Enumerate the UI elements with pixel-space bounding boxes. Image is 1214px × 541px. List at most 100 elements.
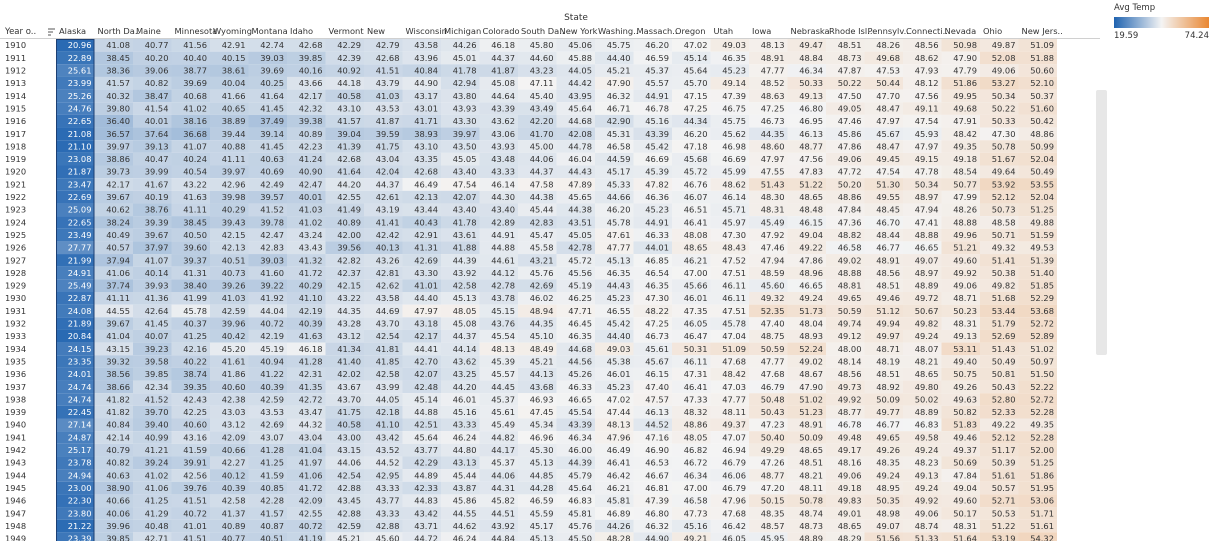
heatmap-cell[interactable]	[479, 89, 519, 103]
heatmap-cell[interactable]	[441, 178, 480, 191]
heatmap-cell[interactable]	[287, 89, 326, 103]
heatmap-cell[interactable]	[556, 241, 596, 255]
heatmap-cell[interactable]	[1018, 165, 1058, 179]
column-header[interactable]: Rhode Isl..	[829, 26, 872, 36]
heatmap-cell[interactable]	[595, 317, 634, 330]
row-header[interactable]: 1913	[5, 78, 26, 88]
heatmap-cell[interactable]	[133, 216, 172, 229]
heatmap-cell[interactable]	[479, 39, 519, 52]
heatmap-cell[interactable]	[133, 456, 172, 470]
row-field-header[interactable]: Year o..	[4, 27, 36, 37]
heatmap-cell[interactable]	[364, 190, 403, 204]
heatmap-cell[interactable]	[402, 304, 442, 318]
heatmap-cell[interactable]	[1018, 304, 1058, 318]
heatmap-cell[interactable]	[94, 190, 134, 204]
heatmap-cell[interactable]	[941, 279, 981, 292]
heatmap-cell[interactable]	[518, 418, 557, 432]
heatmap-cell[interactable]	[633, 254, 673, 267]
heatmap-cell[interactable]	[1018, 216, 1058, 229]
heatmap-cell[interactable]	[595, 76, 634, 90]
row-header[interactable]: 1940	[5, 420, 26, 430]
heatmap-cell[interactable]	[364, 355, 403, 368]
heatmap-cell[interactable]	[826, 317, 865, 330]
heatmap-cell[interactable]	[94, 355, 134, 368]
heatmap-cell[interactable]	[672, 216, 711, 229]
heatmap-cell[interactable]	[402, 317, 442, 330]
heatmap-cell[interactable]	[56, 114, 95, 128]
heatmap-cell[interactable]	[903, 355, 942, 368]
heatmap-cell[interactable]	[518, 216, 557, 229]
heatmap-cell[interactable]	[287, 431, 326, 444]
heatmap-cell[interactable]	[56, 342, 95, 356]
heatmap-cell[interactable]	[210, 64, 249, 77]
heatmap-cell[interactable]	[364, 367, 403, 381]
heatmap-cell[interactable]	[210, 203, 249, 217]
heatmap-cell[interactable]	[402, 76, 442, 90]
heatmap-cell[interactable]	[864, 76, 904, 90]
heatmap-cell[interactable]	[903, 76, 942, 90]
heatmap-cell[interactable]	[556, 329, 596, 343]
heatmap-cell[interactable]	[441, 317, 480, 330]
heatmap-cell[interactable]	[826, 342, 865, 356]
column-header[interactable]: New Jers..	[1022, 26, 1063, 36]
heatmap-cell[interactable]	[749, 140, 788, 153]
heatmap-cell[interactable]	[941, 114, 981, 128]
heatmap-cell[interactable]	[171, 140, 211, 153]
heatmap-cell[interactable]	[556, 127, 596, 141]
heatmap-cell[interactable]	[479, 140, 519, 153]
heatmap-cell[interactable]	[248, 51, 288, 65]
heatmap-cell[interactable]	[941, 241, 981, 255]
heatmap-cell[interactable]	[941, 266, 981, 280]
heatmap-cell[interactable]	[287, 203, 326, 217]
heatmap-cell[interactable]	[94, 140, 134, 153]
heatmap-cell[interactable]	[94, 127, 134, 141]
heatmap-cell[interactable]	[171, 456, 211, 470]
heatmap-cell[interactable]	[171, 342, 211, 356]
column-header[interactable]: Alaska	[59, 26, 86, 36]
heatmap-cell[interactable]	[941, 216, 981, 229]
heatmap-cell[interactable]	[479, 165, 519, 179]
heatmap-cell[interactable]	[710, 317, 750, 330]
heatmap-cell[interactable]	[210, 165, 249, 179]
heatmap-cell[interactable]	[710, 102, 750, 115]
heatmap-cell[interactable]	[441, 89, 480, 103]
heatmap-cell[interactable]	[133, 393, 172, 406]
heatmap-cell[interactable]	[633, 39, 673, 52]
heatmap-cell[interactable]	[171, 329, 211, 343]
heatmap-cell[interactable]	[364, 114, 403, 128]
heatmap-cell[interactable]	[672, 443, 711, 457]
heatmap-cell[interactable]	[441, 102, 480, 115]
heatmap-cell[interactable]	[903, 431, 942, 444]
heatmap-cell[interactable]	[710, 342, 750, 356]
heatmap-cell[interactable]	[364, 418, 403, 432]
heatmap-cell[interactable]	[364, 203, 403, 217]
heatmap-cell[interactable]	[672, 393, 711, 406]
heatmap-cell[interactable]	[364, 266, 403, 280]
heatmap-cell[interactable]	[1018, 292, 1058, 305]
heatmap-cell[interactable]	[325, 292, 365, 305]
heatmap-cell[interactable]	[749, 76, 788, 90]
heatmap-cell[interactable]	[787, 203, 827, 217]
heatmap-cell[interactable]	[441, 228, 480, 242]
heatmap-cell[interactable]	[364, 140, 403, 153]
heatmap-cell[interactable]	[595, 114, 634, 128]
heatmap-cell[interactable]	[56, 292, 95, 305]
heatmap-cell[interactable]	[287, 405, 326, 419]
heatmap-cell[interactable]	[1018, 405, 1058, 419]
heatmap-cell[interactable]	[595, 178, 634, 191]
heatmap-cell[interactable]	[941, 393, 981, 406]
heatmap-cell[interactable]	[325, 418, 365, 432]
heatmap-cell[interactable]	[864, 393, 904, 406]
heatmap-cell[interactable]	[171, 228, 211, 242]
heatmap-cell[interactable]	[479, 254, 519, 267]
heatmap-cell[interactable]	[325, 329, 365, 343]
heatmap-cell[interactable]	[133, 152, 172, 166]
heatmap-cell[interactable]	[441, 292, 480, 305]
heatmap-cell[interactable]	[749, 367, 788, 381]
heatmap-cell[interactable]	[1018, 152, 1058, 166]
heatmap-cell[interactable]	[171, 405, 211, 419]
heatmap-cell[interactable]	[402, 152, 442, 166]
heatmap-cell[interactable]	[633, 418, 673, 432]
heatmap-cell[interactable]	[787, 140, 827, 153]
heatmap-cell[interactable]	[980, 266, 1019, 280]
